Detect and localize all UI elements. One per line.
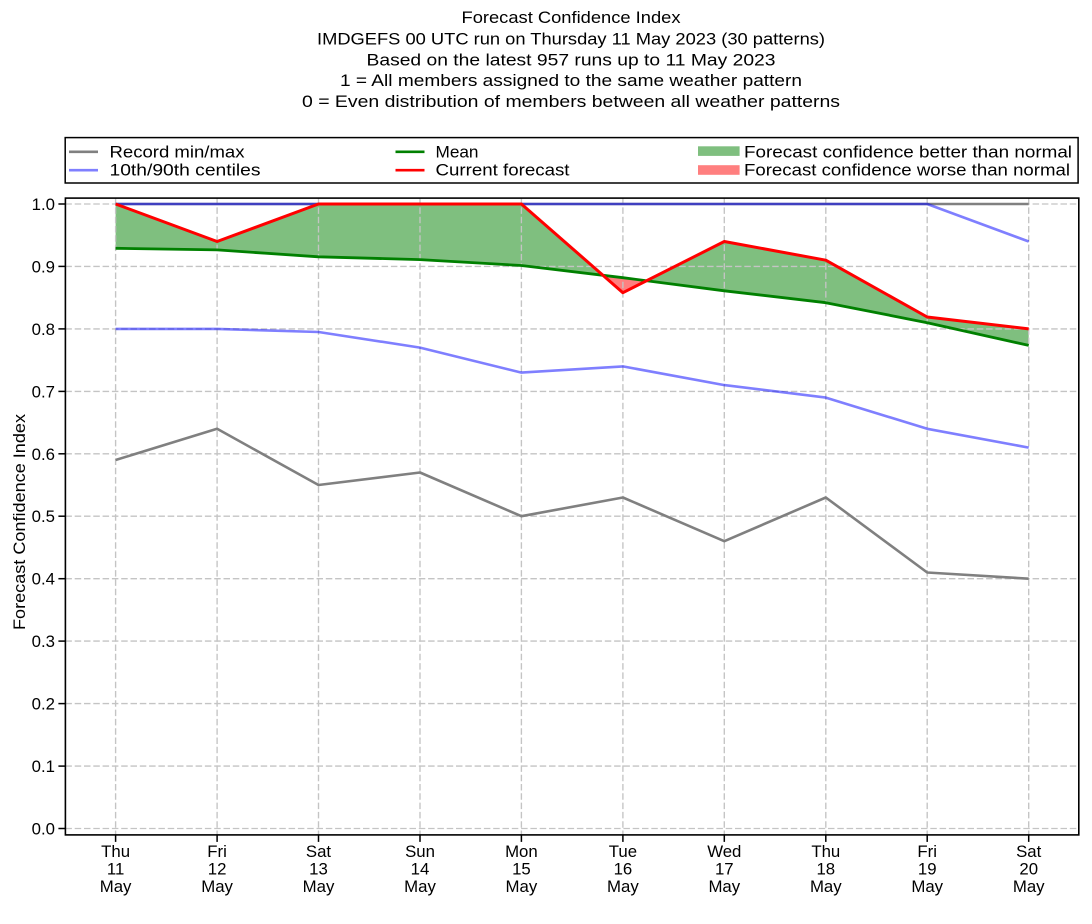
svg-text:16: 16 <box>614 860 633 879</box>
svg-text:10th/90th centiles: 10th/90th centiles <box>110 161 261 180</box>
svg-text:0.2: 0.2 <box>32 695 55 714</box>
svg-text:Tue: Tue <box>609 842 637 861</box>
svg-text:0.6: 0.6 <box>32 445 55 464</box>
svg-text:15: 15 <box>512 860 531 879</box>
svg-text:Sun: Sun <box>405 842 435 861</box>
svg-text:0.8: 0.8 <box>32 320 55 339</box>
svg-text:May: May <box>303 877 335 896</box>
svg-text:1.0: 1.0 <box>32 195 55 214</box>
svg-text:May: May <box>506 877 538 896</box>
svg-text:May: May <box>911 877 943 896</box>
svg-text:Fri: Fri <box>917 842 937 861</box>
svg-text:Mean: Mean <box>436 142 479 161</box>
svg-text:Thu: Thu <box>811 842 840 861</box>
svg-text:20: 20 <box>1019 860 1038 879</box>
svg-text:May: May <box>404 877 436 896</box>
svg-text:Current forecast: Current forecast <box>436 161 570 180</box>
svg-text:0.7: 0.7 <box>32 382 55 401</box>
svg-text:1 = All members assigned to th: 1 = All members assigned to the same wea… <box>340 71 802 90</box>
svg-text:May: May <box>201 877 233 896</box>
svg-text:Sat: Sat <box>1016 842 1042 861</box>
svg-text:11: 11 <box>107 860 124 879</box>
svg-text:May: May <box>100 877 132 896</box>
svg-text:Record min/max: Record min/max <box>110 142 246 161</box>
svg-text:Fri: Fri <box>207 842 227 861</box>
svg-text:0.1: 0.1 <box>32 757 55 776</box>
svg-text:0.5: 0.5 <box>32 507 55 526</box>
svg-text:Forecast confidence better tha: Forecast confidence better than normal <box>744 142 1072 161</box>
svg-text:Forecast Confidence Index: Forecast Confidence Index <box>10 413 29 630</box>
svg-text:Forecast confidence worse than: Forecast confidence worse than normal <box>744 161 1070 180</box>
svg-text:0.9: 0.9 <box>32 257 55 276</box>
svg-text:13: 13 <box>309 860 328 879</box>
svg-text:Sat: Sat <box>306 842 332 861</box>
svg-text:19: 19 <box>918 860 937 879</box>
svg-text:May: May <box>607 877 639 896</box>
svg-text:Mon: Mon <box>505 842 538 861</box>
svg-text:Wed: Wed <box>707 842 741 861</box>
svg-text:14: 14 <box>411 860 430 879</box>
svg-text:0.4: 0.4 <box>32 570 55 589</box>
svg-text:0.0: 0.0 <box>32 820 55 839</box>
svg-text:IMDGEFS 00 UTC run on Thursday: IMDGEFS 00 UTC run on Thursday 11 May 20… <box>317 30 825 49</box>
svg-text:Thu: Thu <box>101 842 130 861</box>
svg-text:12: 12 <box>208 860 227 879</box>
svg-text:17: 17 <box>715 860 734 879</box>
svg-text:0 = Even distribution of membe: 0 = Even distribution of members between… <box>302 92 840 111</box>
svg-text:Forecast Confidence Index: Forecast Confidence Index <box>462 8 682 27</box>
svg-text:May: May <box>708 877 740 896</box>
svg-text:18: 18 <box>816 860 835 879</box>
svg-text:May: May <box>1013 877 1045 896</box>
svg-text:Based on the latest 957 runs u: Based on the latest 957 runs up to 11 Ma… <box>367 51 776 70</box>
svg-text:0.3: 0.3 <box>32 632 55 651</box>
svg-text:May: May <box>810 877 842 896</box>
